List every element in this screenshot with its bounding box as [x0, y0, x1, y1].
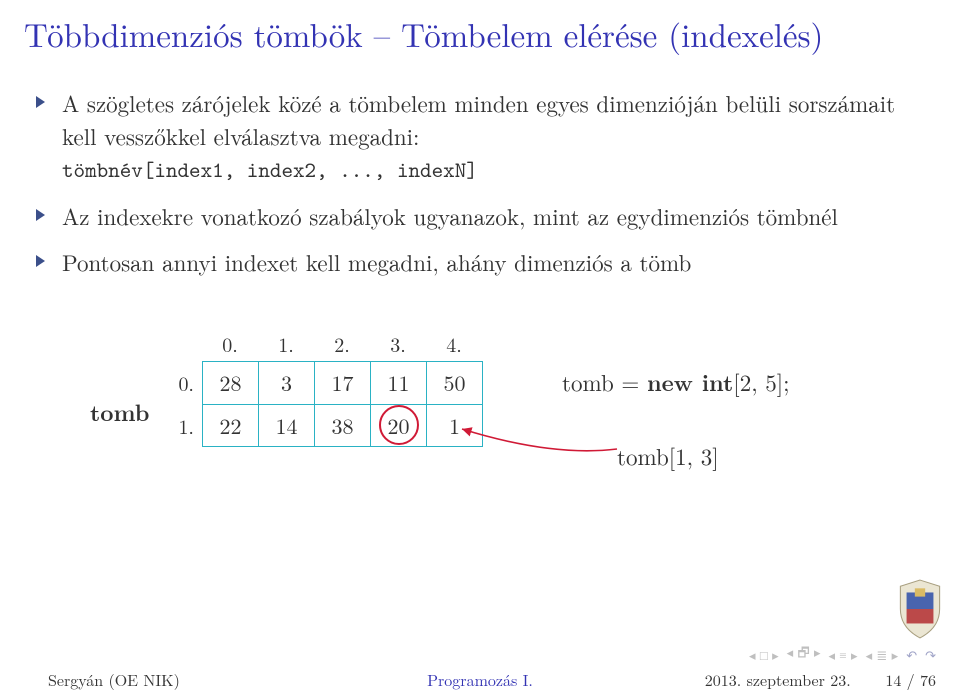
footer-page: 14 / 76: [885, 668, 936, 691]
cell-0-4: 50: [427, 362, 483, 404]
declare-new: new: [647, 365, 693, 398]
cells-row-1: 22 14 38 20 1: [202, 404, 483, 447]
col-head-3: 3.: [370, 329, 426, 358]
cell-1-4: 1: [427, 405, 483, 447]
col-head-4: 4.: [426, 329, 482, 358]
cell-1-3-value: 20: [387, 410, 409, 441]
footer-inner: Sergyán (OE NIK) Programozás I. 2013. sz…: [0, 668, 960, 697]
declare-suffix: [2, 5];: [733, 365, 789, 398]
nav-prev-icon[interactable]: ◂ ≡ ▸: [827, 645, 860, 664]
crest-logo: [894, 578, 946, 640]
nav-prev-section-icon[interactable]: ◂ 🗗 ▸: [785, 642, 823, 666]
declaration-text: tomb = new int[2, 5];: [562, 365, 790, 398]
cell-0-3: 11: [371, 362, 427, 404]
declare-type: int: [693, 365, 733, 398]
nav-redo-icon[interactable]: ↷: [923, 645, 938, 664]
column-headers: 0. 1. 2. 3. 4.: [202, 329, 482, 358]
cell-1-2: 38: [315, 405, 371, 447]
footer-bar: Sergyán (OE NIK) Programozás I. 2013. sz…: [0, 664, 960, 700]
bullet-item-1: A szögletes zárójelek közé a tömbelem mi…: [62, 87, 912, 186]
array-row-1: 1. 22 14 38 20 1: [162, 404, 483, 447]
array-var-label: tomb: [90, 395, 150, 428]
col-head-0: 0.: [202, 329, 258, 358]
footer-center: Programozás I.: [427, 668, 533, 691]
nav-next-icon[interactable]: ◂ ≣ ▸: [864, 645, 901, 664]
cell-1-3: 20: [371, 405, 427, 447]
declare-prefix: tomb =: [562, 365, 647, 398]
cell-0-2: 17: [315, 362, 371, 404]
arrow-path: [462, 429, 617, 451]
row-head-0: 0.: [162, 368, 202, 397]
col-head-1: 1.: [258, 329, 314, 358]
bullet-list: A szögletes zárójelek közé a tömbelem mi…: [62, 87, 912, 279]
array-row-0: 0. 28 3 17 11 50: [162, 361, 483, 404]
col-head-2: 2.: [314, 329, 370, 358]
row-head-1: 1.: [162, 411, 202, 440]
array-diagram: tomb 0. 1. 2. 3. 4. 0. 28 3 17 11 50: [62, 307, 912, 527]
footer-left: Sergyán (OE NIK): [48, 668, 180, 691]
slide-title: Többdimenziós tömbök – Tömbelem elérése …: [0, 0, 960, 87]
nav-first-icon[interactable]: ◂ □ ▸: [747, 645, 781, 664]
array-rows: 0. 28 3 17 11 50 1. 22 14 38: [162, 361, 483, 447]
nav-undo-icon[interactable]: ↶: [904, 645, 919, 664]
cell-0-0: 28: [203, 362, 259, 404]
nav-controls: ◂ □ ▸ ◂ 🗗 ▸ ◂ ≡ ▸ ◂ ≣ ▸ ↶ ↷: [747, 642, 938, 666]
slide: Többdimenziós tömbök – Tömbelem elérése …: [0, 0, 960, 700]
bullet-item-3: Pontosan annyi indexet kell megadni, ahá…: [62, 246, 912, 279]
bullet-item-2: Az indexekre vonatkozó szabályok ugyanaz…: [62, 200, 912, 233]
slide-content: A szögletes zárójelek közé a tömbelem mi…: [0, 87, 960, 664]
footer-date: 2013. szeptember 23.: [705, 668, 851, 691]
cell-1-1: 14: [259, 405, 315, 447]
bullet-1-code: tömbnév[index1, index2, ..., indexN]: [62, 155, 478, 184]
cells-row-0: 28 3 17 11 50: [202, 361, 483, 404]
cell-0-1: 3: [259, 362, 315, 404]
index-expression: tomb[1, 3]: [617, 439, 719, 472]
footer-right: 2013. szeptember 23. 14 / 76: [705, 668, 936, 691]
cell-1-0: 22: [203, 405, 259, 447]
bullet-1-text: A szögletes zárójelek közé a tömbelem mi…: [62, 86, 895, 152]
